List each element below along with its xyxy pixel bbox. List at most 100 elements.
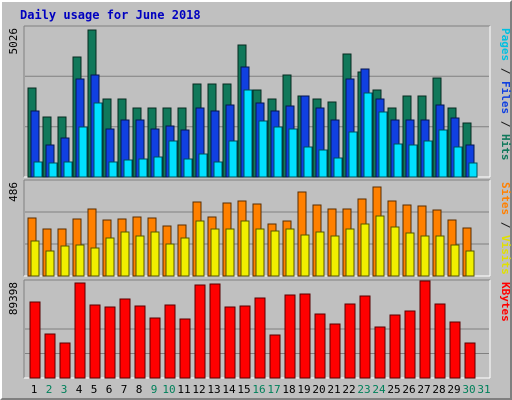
bar-pages-day-2: [48, 162, 58, 178]
bar-kbytes-day-30: [464, 342, 476, 379]
bar-visits-day-14: [225, 228, 235, 277]
bar-visits-day-24: [375, 215, 385, 277]
bar-visits-day-5: [90, 247, 100, 277]
bar-kbytes-day-18: [284, 294, 296, 379]
x-tick-label: 22: [342, 383, 355, 396]
x-tick-label: 19: [297, 383, 310, 396]
x-tick-label: 30: [462, 383, 475, 396]
bar-pages-day-10: [168, 140, 178, 178]
bar-pages-day-14: [228, 140, 238, 178]
x-tick-label: 8: [136, 383, 143, 396]
bar-kbytes-day-13: [209, 283, 221, 379]
bar-kbytes-day-21: [329, 323, 341, 379]
bar-kbytes-day-29: [449, 321, 461, 379]
bar-kbytes-day-24: [374, 326, 386, 379]
bar-visits-day-30: [465, 250, 475, 277]
bar-pages-day-25: [393, 143, 403, 178]
legend-part: KBytes: [499, 282, 512, 322]
x-tick-label: 1: [31, 383, 38, 396]
bar-pages-day-5: [93, 102, 103, 178]
bar-kbytes-day-19: [299, 293, 311, 379]
x-tick-label: 15: [237, 383, 250, 396]
x-tick-label: 26: [402, 383, 415, 396]
bar-kbytes-day-14: [224, 306, 236, 379]
legend-part: Sites: [499, 182, 512, 215]
x-tick-label: 28: [432, 383, 445, 396]
chart-title: Daily usage for June 2018: [20, 8, 201, 22]
bar-visits-day-26: [405, 232, 415, 277]
x-tick-label: 17: [267, 383, 280, 396]
bar-visits-day-21: [330, 235, 340, 277]
legend-label: KBytes: [499, 282, 512, 322]
x-tick-label: 5: [91, 383, 98, 396]
bar-pages-day-13: [213, 161, 223, 178]
x-tick-label: 21: [327, 383, 340, 396]
bar-kbytes-day-22: [344, 303, 356, 379]
bar-visits-day-10: [165, 243, 175, 277]
x-tick-label: 7: [121, 383, 128, 396]
bar-visits-day-6: [105, 237, 115, 277]
x-tick-label: 9: [151, 383, 158, 396]
bar-visits-day-19: [300, 234, 310, 277]
x-tick-label: 29: [447, 383, 460, 396]
x-tick-label: 18: [282, 383, 295, 396]
x-tick-label: 23: [357, 383, 370, 396]
bar-pages-day-28: [438, 129, 448, 178]
legend-part: Visits: [499, 235, 512, 275]
y-max-label: 89398: [7, 282, 20, 315]
bar-visits-day-22: [345, 228, 355, 277]
bar-pages-day-8: [138, 158, 148, 178]
x-tick-label: 31: [477, 383, 490, 396]
bar-visits-day-27: [420, 235, 430, 277]
bar-visits-day-11: [180, 237, 190, 277]
bar-visits-day-15: [240, 220, 250, 277]
bar-visits-day-16: [255, 228, 265, 277]
bar-visits-day-3: [60, 245, 70, 277]
legend-part: Hits: [499, 134, 512, 161]
bar-pages-day-16: [258, 120, 268, 178]
x-tick-label: 11: [177, 383, 190, 396]
x-tick-label: 20: [312, 383, 325, 396]
bar-kbytes-day-8: [134, 305, 146, 379]
legend-part: Pages: [499, 28, 512, 61]
bar-pages-day-21: [333, 157, 343, 178]
x-tick-label: 24: [372, 383, 386, 396]
bar-pages-day-18: [288, 128, 298, 178]
bar-visits-day-25: [390, 226, 400, 277]
x-tick-label: 12: [192, 383, 205, 396]
bar-pages-day-26: [408, 144, 418, 178]
bar-pages-day-4: [78, 126, 88, 178]
bar-visits-day-9: [150, 231, 160, 277]
bar-kbytes-day-12: [194, 284, 206, 379]
bar-pages-day-11: [183, 158, 193, 178]
x-tick-label: 10: [162, 383, 175, 396]
legend-part: Files: [499, 81, 512, 114]
bar-kbytes-day-23: [359, 295, 371, 379]
bar-kbytes-day-27: [419, 280, 431, 379]
x-tick-label: 6: [106, 383, 113, 396]
bar-visits-day-1: [30, 240, 40, 277]
x-tick-label: 2: [46, 383, 53, 396]
bar-kbytes-day-7: [119, 298, 131, 379]
bar-pages-day-22: [348, 131, 358, 178]
bar-kbytes-day-6: [104, 306, 116, 379]
bar-pages-day-12: [198, 153, 208, 178]
bar-visits-day-23: [360, 223, 370, 277]
bar-visits-day-18: [285, 228, 295, 277]
x-tick-label: 16: [252, 383, 265, 396]
bar-visits-day-20: [315, 231, 325, 277]
bar-kbytes-day-25: [389, 314, 401, 379]
y-max-label: 486: [7, 182, 20, 202]
legend-label: Sites / Visits: [499, 182, 512, 275]
x-tick-label: 3: [61, 383, 68, 396]
bar-visits-day-13: [210, 228, 220, 277]
x-tick-label: 13: [207, 383, 220, 396]
bar-kbytes-day-17: [269, 334, 281, 379]
bar-pages-day-30: [468, 162, 478, 178]
bar-kbytes-day-9: [149, 317, 161, 379]
bar-pages-day-19: [303, 146, 313, 178]
bar-visits-day-8: [135, 235, 145, 277]
bar-pages-day-23: [363, 92, 373, 178]
bar-pages-day-9: [153, 156, 163, 178]
bar-pages-day-24: [378, 111, 388, 178]
